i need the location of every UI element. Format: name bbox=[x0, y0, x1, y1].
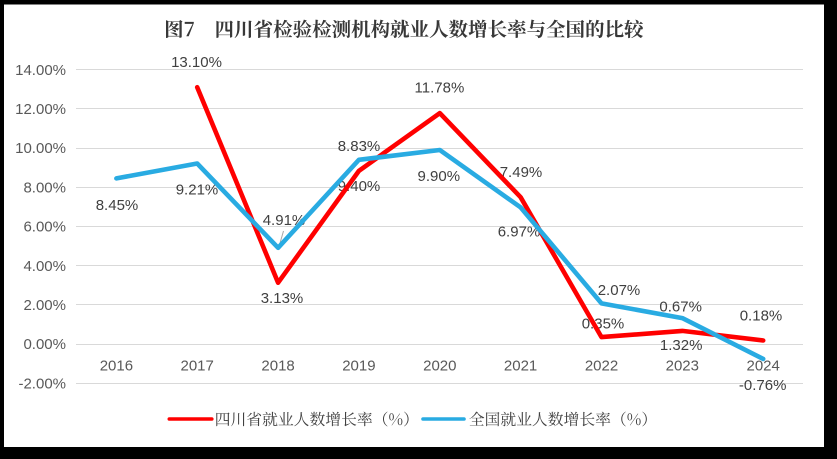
svg-text:-2.00%: -2.00% bbox=[18, 375, 66, 392]
svg-text:2017: 2017 bbox=[181, 358, 214, 375]
svg-text:2022: 2022 bbox=[585, 358, 618, 375]
svg-text:11.78%: 11.78% bbox=[415, 80, 465, 97]
svg-text:8.00%: 8.00% bbox=[23, 179, 66, 196]
svg-text:2018: 2018 bbox=[261, 358, 294, 375]
svg-text:9.21%: 9.21% bbox=[176, 182, 219, 199]
svg-text:2019: 2019 bbox=[342, 358, 375, 375]
svg-text:8.45%: 8.45% bbox=[96, 197, 139, 214]
svg-text:2020: 2020 bbox=[423, 358, 456, 375]
svg-text:10.00%: 10.00% bbox=[15, 140, 66, 157]
svg-text:13.10%: 13.10% bbox=[171, 54, 222, 71]
svg-text:3.13%: 3.13% bbox=[261, 290, 304, 307]
svg-text:2.07%: 2.07% bbox=[598, 282, 641, 299]
svg-text:0.18%: 0.18% bbox=[740, 307, 783, 324]
svg-text:6.00%: 6.00% bbox=[23, 219, 66, 236]
svg-text:8.83%: 8.83% bbox=[338, 138, 381, 155]
svg-text:2021: 2021 bbox=[504, 358, 537, 375]
svg-text:12.00%: 12.00% bbox=[15, 101, 66, 118]
svg-text:0.67%: 0.67% bbox=[659, 298, 702, 315]
svg-text:1.32%: 1.32% bbox=[660, 337, 703, 354]
svg-text:14.00%: 14.00% bbox=[15, 62, 66, 79]
svg-text:6.97%: 6.97% bbox=[498, 224, 541, 241]
svg-text:9.90%: 9.90% bbox=[418, 168, 461, 185]
svg-text:2.00%: 2.00% bbox=[23, 297, 66, 314]
svg-text:-0.76%: -0.76% bbox=[739, 377, 787, 394]
svg-text:7.49%: 7.49% bbox=[500, 164, 543, 181]
svg-text:2023: 2023 bbox=[666, 358, 699, 375]
svg-text:4.91%: 4.91% bbox=[263, 212, 306, 229]
svg-text:2016: 2016 bbox=[100, 358, 133, 375]
svg-text:2024: 2024 bbox=[747, 358, 780, 375]
svg-text:0.00%: 0.00% bbox=[23, 336, 66, 353]
svg-text:4.00%: 4.00% bbox=[23, 258, 66, 275]
